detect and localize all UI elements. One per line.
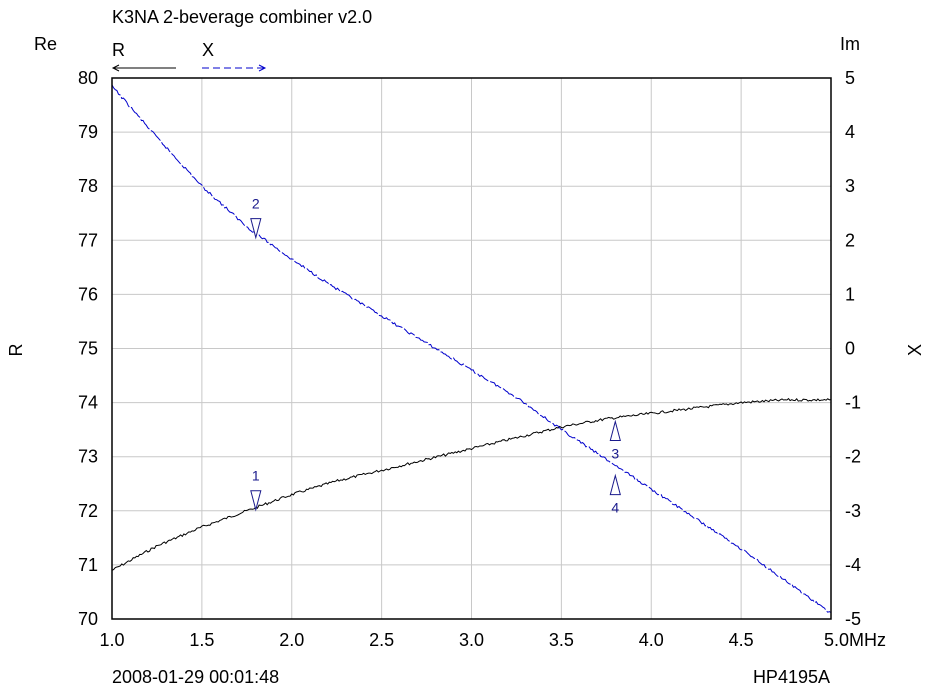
left-axis-label: R [6, 344, 26, 357]
ticks-layer: 1.0 1.5 2.0 2.5 3.0 3.5 4.0 4.5 5.0 70 71 72 73 74 75 7… [78, 68, 861, 650]
left-axis-header: Re [34, 34, 57, 54]
right-tick-label: -1 [845, 393, 861, 413]
legend-label-r: R [112, 40, 125, 60]
left-tick-label: 80 [78, 68, 98, 88]
x-tick-label: 1.5 [189, 630, 214, 650]
left-tick-label: 76 [78, 284, 98, 304]
left-tick-label: 75 [78, 339, 98, 359]
x-unit-label: MHz [849, 630, 886, 650]
marker-label: 2 [252, 196, 260, 212]
right-tick-label: 4 [845, 122, 855, 142]
left-tick-label: 72 [78, 501, 98, 521]
marker-triangle [250, 490, 262, 512]
legend-line-r [111, 64, 176, 72]
right-tick-label: 2 [845, 230, 855, 250]
marker-1: 1 [250, 468, 262, 512]
x-tick-label: 5.0 [824, 630, 849, 650]
right-tick-label: 0 [845, 339, 855, 359]
right-tick-label: 1 [845, 284, 855, 304]
x-tick-label: 3.5 [549, 630, 574, 650]
left-tick-label: 78 [78, 176, 98, 196]
legend: R X [111, 40, 267, 72]
x-tick-label: 3.0 [459, 630, 484, 650]
marker-triangle [609, 419, 621, 442]
markers-layer: 1 2 3 4 [250, 196, 621, 516]
x-tick-label: 1.0 [99, 630, 124, 650]
left-tick-label: 71 [78, 555, 98, 575]
series-line-x [111, 84, 832, 613]
series-line-r [111, 397, 832, 571]
x-tick-label: 2.5 [369, 630, 394, 650]
right-tick-label: -3 [845, 501, 861, 521]
marker-label: 4 [611, 500, 619, 516]
x-tick-label: 4.0 [639, 630, 664, 650]
marker-label: 1 [252, 468, 260, 484]
left-tick-label: 73 [78, 447, 98, 467]
left-tick-label: 79 [78, 122, 98, 142]
right-tick-label: -4 [845, 555, 861, 575]
marker-label: 3 [611, 446, 619, 462]
footer-instrument: HP4195A [753, 667, 830, 687]
series-layer [111, 84, 832, 613]
marker-4: 4 [609, 473, 621, 516]
chart-title: K3NA 2-beverage combiner v2.0 [112, 7, 372, 27]
legend-label-x: X [202, 40, 214, 60]
left-tick-label: 70 [78, 609, 98, 629]
right-tick-label: -2 [845, 447, 861, 467]
left-tick-label: 77 [78, 230, 98, 250]
right-tick-label: 3 [845, 176, 855, 196]
marker-triangle [250, 218, 262, 240]
marker-2: 2 [250, 196, 262, 240]
footer-timestamp: 2008-01-29 00:01:48 [112, 667, 279, 687]
right-tick-label: 5 [845, 68, 855, 88]
marker-triangle [609, 473, 621, 496]
grid [112, 78, 831, 619]
plot-frame [111, 77, 832, 620]
x-tick-label: 2.0 [279, 630, 304, 650]
right-axis-header: Im [840, 34, 860, 54]
right-tick-label: -5 [845, 609, 861, 629]
right-axis-label: X [905, 344, 925, 356]
x-tick-label: 4.5 [729, 630, 754, 650]
legend-line-x [202, 64, 267, 72]
marker-3: 3 [609, 419, 621, 462]
left-tick-label: 74 [78, 393, 98, 413]
